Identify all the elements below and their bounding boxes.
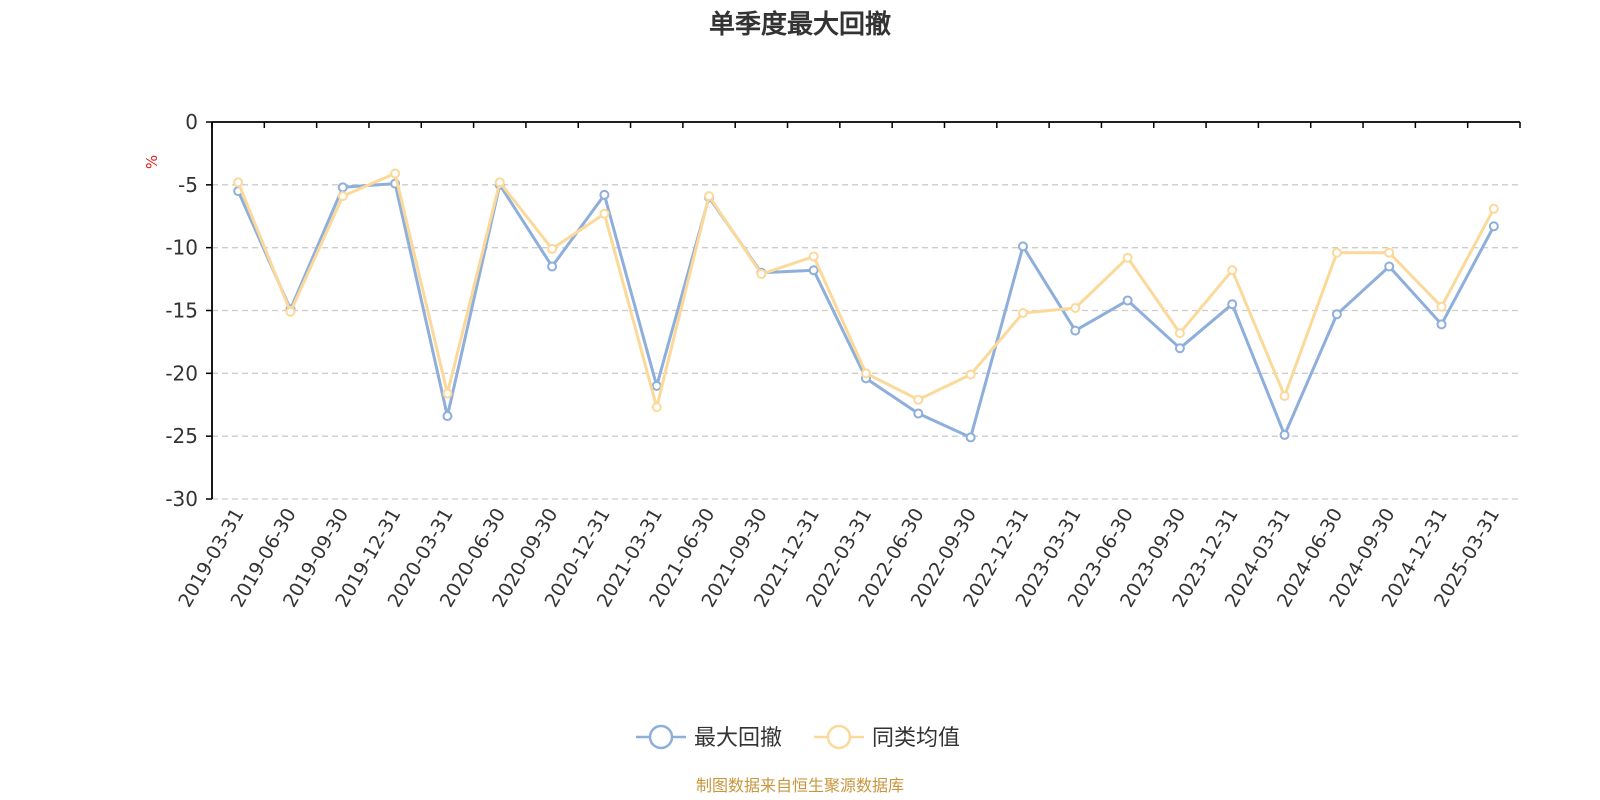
source-note: 制图数据来自恒生聚源数据库 [696, 776, 904, 795]
data-point[interactable] [1017, 241, 1028, 252]
legend-marker [648, 724, 674, 750]
data-point[interactable] [756, 269, 767, 280]
data-point[interactable] [547, 243, 558, 254]
data-point[interactable] [704, 191, 715, 202]
data-point[interactable] [1070, 302, 1081, 313]
series-lines [233, 168, 1499, 443]
legend-label: 同类均值 [872, 726, 960, 751]
y-tick-label: -25 [165, 424, 198, 448]
data-point[interactable] [651, 402, 662, 413]
legend-item-2[interactable]: 同类均值 [814, 724, 960, 751]
data-point[interactable] [965, 432, 976, 443]
x-tick-labels: 2019-03-312019-06-302019-09-302019-12-31… [174, 505, 1504, 612]
data-point[interactable] [913, 394, 924, 405]
data-point[interactable] [1070, 325, 1081, 336]
y-tick-label: -5 [178, 173, 198, 197]
data-point[interactable] [913, 408, 924, 419]
data-point[interactable] [1122, 252, 1133, 263]
legend[interactable]: 最大回撤 同类均值 [636, 724, 960, 751]
data-point[interactable] [1227, 265, 1238, 276]
data-point[interactable] [442, 388, 453, 399]
data-point[interactable] [1279, 390, 1290, 401]
data-point[interactable] [1331, 247, 1342, 258]
data-point[interactable] [1384, 261, 1395, 272]
axes [206, 121, 1521, 500]
series-2 [233, 168, 1499, 413]
data-point[interactable] [1384, 247, 1395, 258]
legend-marker [826, 724, 852, 750]
data-point[interactable] [1436, 301, 1447, 312]
data-point[interactable] [1122, 295, 1133, 306]
data-point[interactable] [651, 380, 662, 391]
data-point[interactable] [233, 177, 244, 188]
data-point[interactable] [1017, 308, 1028, 319]
legend-item-1[interactable]: 最大回撤 [636, 724, 782, 751]
data-point[interactable] [1331, 309, 1342, 320]
data-point[interactable] [337, 191, 348, 202]
data-point[interactable] [1488, 221, 1499, 232]
data-point[interactable] [599, 208, 610, 219]
data-point[interactable] [1279, 429, 1290, 440]
data-point[interactable] [808, 251, 819, 262]
y-tick-label: -30 [165, 487, 198, 511]
chart-title: 单季度最大回撤 [709, 9, 891, 40]
y-tick-label: -15 [165, 299, 198, 323]
data-point[interactable] [390, 168, 401, 179]
data-point[interactable] [965, 369, 976, 380]
data-point[interactable] [285, 306, 296, 317]
data-point[interactable] [1488, 203, 1499, 214]
y-axis-unit: % [143, 155, 161, 169]
data-point[interactable] [442, 411, 453, 422]
data-point[interactable] [547, 261, 558, 272]
data-point[interactable] [1174, 343, 1185, 354]
y-tick-label: 0 [185, 110, 198, 134]
data-point[interactable] [861, 368, 871, 379]
data-point[interactable] [1227, 299, 1238, 310]
data-point[interactable] [494, 177, 505, 188]
y-tick-labels: 0 -5 -10 -15 -20 -25 -30 [165, 110, 198, 511]
data-point[interactable] [1174, 328, 1185, 339]
y-tick-label: -10 [165, 236, 198, 260]
data-point[interactable] [337, 182, 348, 193]
data-point[interactable] [1436, 319, 1447, 330]
data-point[interactable] [599, 189, 610, 200]
data-point[interactable] [808, 265, 819, 276]
legend-label: 最大回撤 [694, 726, 782, 751]
y-tick-label: -20 [165, 361, 198, 385]
